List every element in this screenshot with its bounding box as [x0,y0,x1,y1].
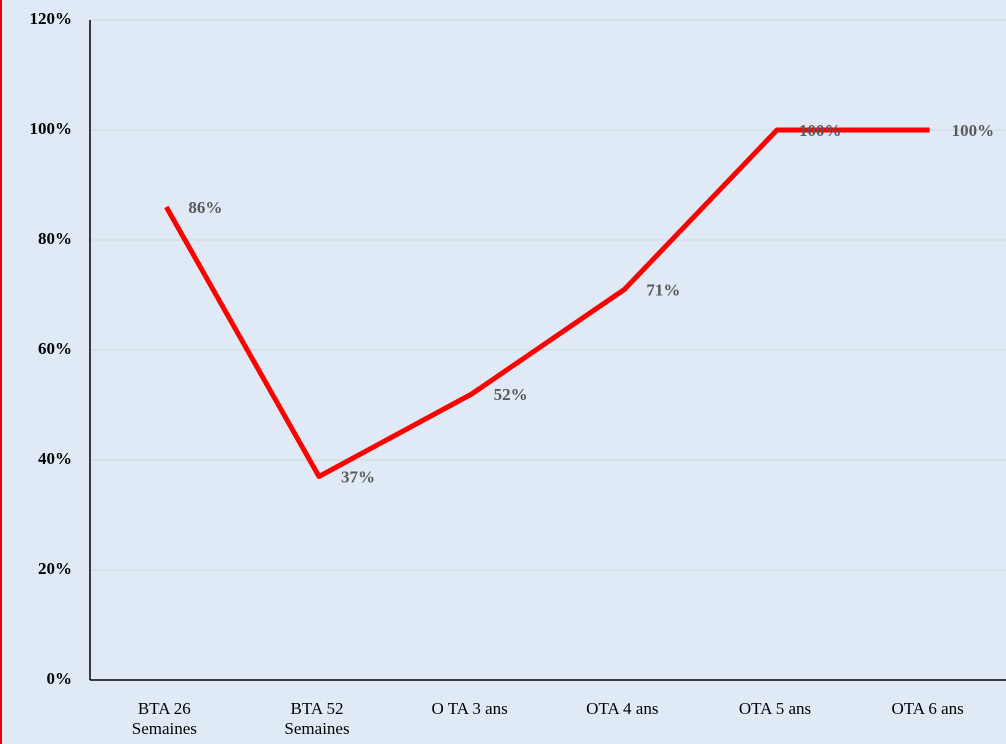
line [164,127,930,479]
y-tick-label: 120% [30,9,73,28]
data-label: 86% [188,198,222,217]
data-label: 37% [341,467,375,486]
y-tick-label: 40% [38,449,72,468]
x-tick-label: O TA 3 ans [431,699,508,718]
data-label: 100% [799,121,842,140]
x-tick-label: OTA 6 ans [891,699,964,718]
y-tick-label: 80% [38,229,72,248]
y-tick-label: 60% [38,339,72,358]
y-tick-label: 0% [47,669,73,688]
x-tick-label: OTA 4 ans [586,699,659,718]
y-tick-label: 20% [38,559,72,578]
y-tick-label: 100% [30,119,73,138]
x-tick-label: BTA 26 Semaines [131,699,197,738]
data-label: 52% [494,385,528,404]
x-tick-label: OTA 5 ans [738,699,812,718]
x-tick-label: BTA 52 Semaines [284,699,350,738]
data-label: 71% [646,280,680,299]
data-label: 100% [952,121,995,140]
